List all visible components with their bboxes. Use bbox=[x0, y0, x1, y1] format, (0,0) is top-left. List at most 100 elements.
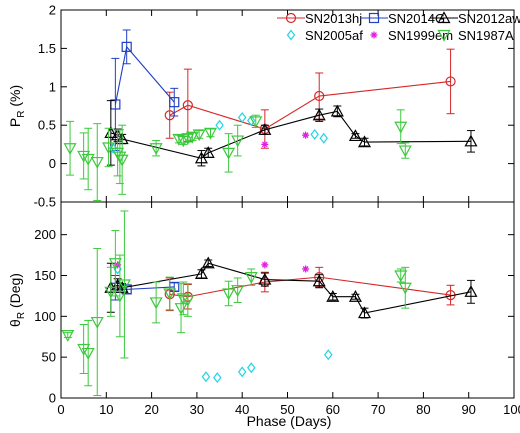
angle-y-tick-label: 200 bbox=[34, 227, 56, 242]
error-bar bbox=[224, 133, 233, 173]
error-bar bbox=[118, 124, 127, 195]
legend-entry-sn2005af: SN2005af bbox=[286, 28, 363, 43]
legend-label: SN2012aw bbox=[458, 11, 520, 26]
data-point bbox=[215, 119, 224, 131]
x-tick-label: 50 bbox=[280, 402, 294, 417]
x-tick-label: 60 bbox=[326, 402, 340, 417]
error-bar bbox=[104, 127, 113, 168]
data-point bbox=[222, 147, 236, 160]
data-point bbox=[231, 285, 245, 297]
polarization-y-tick-label: -0.5 bbox=[34, 195, 56, 210]
legend-label: SN2013hj bbox=[305, 11, 362, 26]
angle-y-tick-label: 100 bbox=[34, 309, 56, 324]
error-bar bbox=[115, 254, 124, 338]
error-bar bbox=[93, 123, 102, 201]
legend-marker bbox=[286, 29, 296, 41]
data-point bbox=[357, 306, 372, 319]
error-bar bbox=[84, 127, 93, 191]
series-sn2005af bbox=[113, 263, 333, 384]
error-bar bbox=[328, 292, 337, 301]
series-line bbox=[110, 262, 472, 314]
error-bar bbox=[63, 332, 72, 339]
legend-label: SN2014G bbox=[388, 11, 445, 26]
polarization-y-tick-label: 1 bbox=[49, 79, 56, 94]
legend-label: SN1987A bbox=[458, 28, 514, 43]
data-point bbox=[185, 131, 199, 144]
error-bar bbox=[93, 248, 102, 397]
data-point bbox=[464, 134, 478, 147]
data-point bbox=[237, 112, 247, 123]
legend-entry-sn2013hj: SN2013hj bbox=[277, 11, 362, 26]
error-bar bbox=[66, 120, 75, 176]
error-bar bbox=[84, 319, 93, 387]
data-point bbox=[246, 362, 256, 374]
polarization-y-tick-label: 0.5 bbox=[38, 118, 56, 133]
series-sn2013hj bbox=[164, 48, 456, 149]
x-axis-label: Phase (Days) bbox=[247, 413, 332, 429]
data-point bbox=[115, 154, 129, 167]
data-point bbox=[312, 274, 326, 287]
data-point bbox=[246, 115, 256, 127]
data-point bbox=[108, 142, 118, 154]
legend-label: SN2005af bbox=[305, 28, 363, 43]
data-point bbox=[394, 121, 408, 134]
data-point bbox=[121, 41, 132, 52]
x-tick-label: 20 bbox=[144, 402, 158, 417]
data-point bbox=[222, 288, 236, 301]
series-sn2005af bbox=[108, 112, 329, 154]
error-bar bbox=[446, 284, 455, 306]
data-point bbox=[201, 256, 215, 269]
legend: SN2013hj SN2014G SN2012aw SN2005af SN1999em S… bbox=[277, 11, 520, 43]
data-point bbox=[77, 343, 91, 356]
polarization-y-tick-label: 0 bbox=[49, 156, 56, 171]
data-point bbox=[90, 316, 104, 329]
data-point bbox=[314, 90, 325, 102]
error-bar bbox=[224, 280, 233, 307]
polarization-y-tick-label: 2 bbox=[49, 3, 56, 18]
error-bar bbox=[401, 266, 410, 309]
error-bar bbox=[466, 279, 475, 304]
x-tick-label: 80 bbox=[416, 402, 430, 417]
series-line bbox=[114, 45, 175, 105]
data-point bbox=[108, 258, 122, 270]
legend-marker bbox=[368, 12, 380, 24]
data-point bbox=[163, 288, 177, 301]
data-point bbox=[201, 371, 211, 383]
data-point bbox=[176, 293, 190, 306]
data-point bbox=[394, 270, 408, 283]
error-bar bbox=[122, 29, 131, 65]
data-point bbox=[319, 132, 329, 144]
data-point bbox=[192, 129, 206, 142]
data-point bbox=[348, 129, 362, 142]
error-bar bbox=[466, 130, 475, 153]
error-bar bbox=[183, 283, 192, 317]
data-point bbox=[244, 272, 258, 284]
error-bar bbox=[396, 109, 405, 145]
data-point bbox=[194, 267, 208, 279]
data-point bbox=[117, 279, 131, 292]
data-point bbox=[261, 140, 269, 148]
data-point bbox=[149, 297, 163, 310]
angle-y-tick-label: 50 bbox=[42, 350, 56, 365]
error-bar bbox=[195, 130, 204, 139]
angle-y-axis-label: θR (Deg) bbox=[7, 273, 27, 327]
data-point bbox=[398, 145, 412, 158]
data-point bbox=[302, 131, 310, 139]
data-point bbox=[464, 285, 478, 297]
data-point bbox=[312, 108, 326, 121]
angle-y-tick-label: 0 bbox=[49, 391, 56, 406]
error-bar bbox=[204, 259, 213, 268]
series-sn1999em bbox=[261, 131, 310, 148]
data-point bbox=[231, 135, 245, 148]
x-tick-label: 70 bbox=[371, 402, 385, 417]
data-point bbox=[330, 104, 344, 117]
data-point bbox=[249, 116, 263, 129]
error-bar bbox=[233, 124, 242, 157]
data-point bbox=[357, 135, 372, 148]
data-point bbox=[169, 97, 180, 108]
legend-marker bbox=[370, 31, 378, 39]
data-point bbox=[326, 289, 340, 302]
x-tick-label: 10 bbox=[99, 402, 113, 417]
error-bar bbox=[351, 293, 360, 300]
data-point bbox=[149, 143, 163, 155]
